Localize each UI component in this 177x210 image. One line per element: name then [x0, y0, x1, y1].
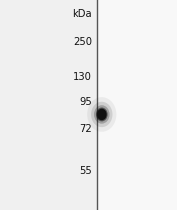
Text: kDa: kDa — [72, 9, 92, 19]
Text: 130: 130 — [73, 72, 92, 82]
Text: 72: 72 — [79, 124, 92, 134]
Text: 95: 95 — [79, 97, 92, 107]
Ellipse shape — [96, 108, 108, 121]
Ellipse shape — [97, 109, 107, 120]
Text: 250: 250 — [73, 37, 92, 47]
Text: 55: 55 — [79, 166, 92, 176]
Ellipse shape — [87, 97, 116, 132]
Ellipse shape — [94, 105, 110, 124]
Bar — [97, 0, 177, 210]
Ellipse shape — [91, 102, 113, 127]
